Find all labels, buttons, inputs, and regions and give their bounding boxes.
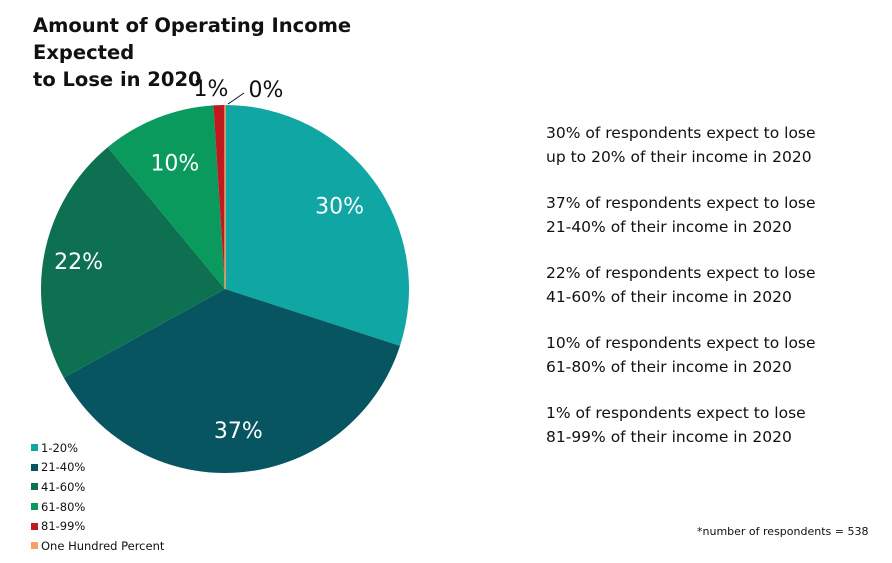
legend-item: 21-40% (31, 458, 164, 478)
pie-slice-61-80 (107, 105, 225, 289)
respondents-footnote: *number of respondents = 538 (697, 525, 869, 538)
description-item: 1% of respondents expect to lose 81-99% o… (546, 401, 866, 449)
chart-title-line-2: to Lose in 2020 (33, 68, 202, 91)
legend-swatch (31, 444, 38, 452)
description-item: 37% of respondents expect to lose 21-40% … (546, 191, 866, 239)
legend-swatch (31, 503, 38, 511)
pie-slice-21-40 (63, 289, 400, 473)
description-line-2: up to 20% of their income in 2020 (546, 148, 812, 166)
description-line-2: 21-40% of their income in 2020 (546, 218, 792, 236)
legend-label: One Hundred Percent (41, 538, 165, 553)
pie-slice-41-60 (41, 147, 225, 378)
legend-swatch (31, 483, 38, 491)
pie-slice-1-20 (225, 105, 409, 346)
legend-swatch (31, 463, 38, 471)
legend-label: 1-20% (41, 440, 79, 455)
slice-value-label: 37% (214, 419, 263, 444)
description-line-2: 41-60% of their income in 2020 (546, 288, 792, 306)
description-line-1: 30% of respondents expect to lose (546, 124, 816, 142)
slice-value-label: 1% (194, 77, 229, 102)
legend-item: 1-20% (31, 438, 164, 458)
description-line-2: 61-80% of their income in 2020 (546, 358, 792, 376)
legend-label: 81-99% (41, 519, 86, 534)
chart-title-line-1: Amount of Operating Income Expected (33, 14, 352, 64)
description-line-1: 1% of respondents expect to lose (546, 404, 806, 422)
chart-legend: 1-20% 21-40% 41-60% 61-80% 81-99% One Hundred… (31, 438, 164, 556)
description-item: 22% of respondents expect to lose 41-60% … (546, 261, 866, 309)
slice-value-label: 0% (249, 78, 284, 103)
legend-item: One Hundred Percent (31, 536, 164, 556)
description-line-1: 10% of respondents expect to lose (546, 334, 816, 352)
description-item: 30% of respondents expect to lose up to 2… (546, 121, 866, 169)
description-list: 30% of respondents expect to lose up to 2… (546, 121, 866, 471)
legend-swatch (31, 542, 38, 550)
description-line-1: 22% of respondents expect to lose (546, 264, 816, 282)
chart-title: Amount of Operating Income Expected to L… (33, 12, 433, 93)
legend-item: 61-80% (31, 497, 164, 517)
description-line-2: 81-99% of their income in 2020 (546, 428, 792, 446)
legend-label: 41-60% (41, 479, 86, 494)
slice-value-label: 30% (315, 195, 364, 220)
pie-slice-81-99 (213, 105, 225, 289)
legend-item: 41-60% (31, 477, 164, 497)
slice-value-label: 10% (150, 151, 199, 176)
label-leader-line (227, 92, 245, 105)
legend-label: 21-40% (41, 460, 86, 475)
legend-item: 81-99% (31, 516, 164, 536)
description-line-1: 37% of respondents expect to lose (546, 194, 816, 212)
description-item: 10% of respondents expect to lose 61-80% … (546, 331, 866, 379)
slice-value-label: 22% (54, 250, 103, 275)
legend-swatch (31, 522, 38, 530)
legend-label: 61-80% (41, 499, 86, 514)
